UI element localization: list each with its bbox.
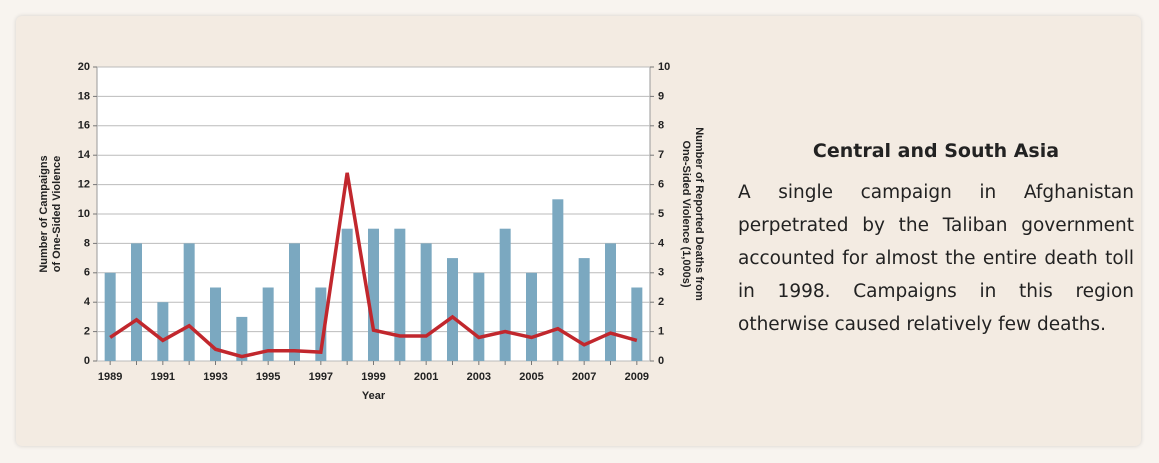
y-tick-label: 8 xyxy=(84,237,90,249)
bar xyxy=(104,272,116,361)
bar xyxy=(605,243,616,361)
y2-tick-label: 2 xyxy=(658,296,664,308)
y2-tick-label: 3 xyxy=(658,267,664,279)
bar xyxy=(131,243,142,361)
x-tick-label: 2005 xyxy=(519,371,543,383)
y2-tick-label: 6 xyxy=(658,179,664,191)
y-tick-label: 20 xyxy=(78,61,90,73)
x-tick-label: 1993 xyxy=(203,371,227,383)
y2-axis-label-line: Number of Reported Deaths from xyxy=(693,127,705,301)
bar xyxy=(236,316,248,361)
side-panel: Central and South Asia A single campaign… xyxy=(738,140,1134,341)
y2-axis-label: Number of Reported Deaths fromOne-Sided … xyxy=(680,127,705,301)
bar xyxy=(394,228,406,361)
y2-tick-label: 8 xyxy=(658,120,664,132)
y-tick-label: 10 xyxy=(78,208,90,220)
bar xyxy=(262,287,274,361)
y-tick-label: 6 xyxy=(84,267,90,279)
bar xyxy=(289,243,300,361)
bar xyxy=(420,243,432,361)
y2-tick-label: 4 xyxy=(658,237,665,249)
y2-tick-label: 0 xyxy=(658,355,664,367)
x-tick-label: 1995 xyxy=(256,371,280,383)
bar xyxy=(447,258,458,361)
bar xyxy=(526,272,537,361)
bar xyxy=(473,272,485,361)
x-tick-label: 2001 xyxy=(414,371,438,383)
x-tick-label: 2009 xyxy=(625,371,649,383)
y-axis-label: Number of Campaigns of One-Sided Violence xyxy=(38,155,63,272)
y-tick-label: 2 xyxy=(84,326,90,338)
bar xyxy=(368,228,379,361)
x-tick-label: 2007 xyxy=(572,371,596,383)
bar xyxy=(341,228,353,361)
bar xyxy=(210,287,221,361)
x-axis-label: Year xyxy=(362,390,386,402)
bar xyxy=(552,199,564,361)
side-text: A single campaign in Afghanistan perpetr… xyxy=(738,182,1134,335)
x-tick-label: 1997 xyxy=(309,371,333,383)
bar xyxy=(499,228,511,361)
y2-tick-label: 10 xyxy=(658,61,670,73)
bar xyxy=(631,287,643,361)
y-tick-label: 18 xyxy=(78,90,90,102)
line xyxy=(109,172,638,359)
x-tick-label: 1989 xyxy=(98,371,122,383)
y-tick-label: 0 xyxy=(84,355,90,367)
bar xyxy=(183,243,195,361)
y-tick-label: 12 xyxy=(78,179,90,191)
y2-tick-label: 1 xyxy=(658,326,664,338)
y2-tick-label: 7 xyxy=(658,149,664,161)
bar xyxy=(578,258,590,361)
y2-tick-label: 5 xyxy=(658,208,664,220)
bar xyxy=(315,287,327,361)
y-axis-label-line: of One-Sided Violence xyxy=(51,156,63,273)
y-tick-label: 4 xyxy=(84,296,91,308)
bar xyxy=(157,302,169,361)
y-axis-label-line: Number of Campaigns xyxy=(38,155,50,272)
y-tick-label: 16 xyxy=(78,120,90,132)
y2-axis-label-line: One-Sided Violence (1,000s) xyxy=(680,140,692,287)
x-tick-label: 1991 xyxy=(151,371,175,383)
x-tick-label: 2003 xyxy=(467,371,491,383)
y-tick-label: 14 xyxy=(78,149,91,161)
x-tick-label: 1999 xyxy=(361,371,385,383)
y2-tick-label: 9 xyxy=(658,90,664,102)
side-title: Central and South Asia xyxy=(812,140,1060,162)
